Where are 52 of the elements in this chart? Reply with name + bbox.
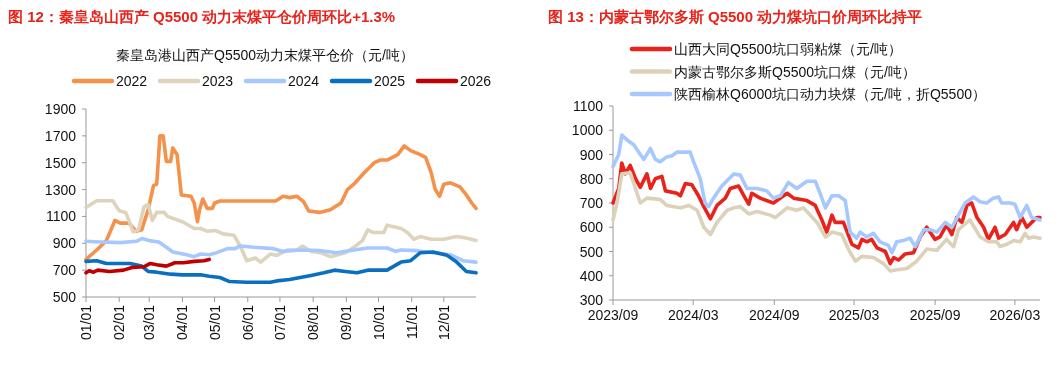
- y-tick-label: 1300: [44, 181, 77, 198]
- y-tick-label: 1900: [44, 101, 77, 117]
- line-series: [84, 134, 478, 262]
- y-tick-label: 1000: [571, 122, 604, 139]
- x-tick-label: 08/01: [305, 304, 322, 341]
- x-tick-label: 05/01: [206, 304, 223, 341]
- y-tick-label: 1100: [45, 208, 77, 225]
- y-tick-label: 400: [579, 267, 604, 284]
- y-tick-label: 1700: [44, 127, 77, 144]
- y-tick-label: 500: [52, 289, 77, 305]
- x-tick-label: 2024/09: [748, 307, 800, 323]
- y-tick-label: 1500: [44, 154, 77, 171]
- x-tick-label: 12/01: [435, 304, 452, 341]
- legend-label: 2023: [202, 73, 234, 89]
- chart-title: 图 13：内蒙古鄂尔多斯 Q5500 动力煤坑口价周环比持平: [548, 8, 923, 25]
- y-tick-label: 800: [579, 170, 604, 187]
- y-tick-label: 900: [579, 146, 604, 163]
- y-tick-label: 700: [52, 262, 77, 279]
- legend-label: 2022: [116, 73, 148, 89]
- x-tick-label: 2024/03: [667, 307, 719, 323]
- x-tick-label: 01/01: [78, 304, 94, 341]
- legend-label: 2025: [374, 73, 406, 89]
- y-tick-label: 300: [579, 292, 604, 308]
- legend-label: 山西大同Q5500坑口弱粘煤（元/吨）: [674, 41, 902, 57]
- x-tick-label: 2025/09: [909, 307, 961, 323]
- x-tick-label: 2023/09: [587, 307, 639, 323]
- legend-label: 陕西榆林Q6000坑口动力块煤（元/吨，折Q5500）: [674, 86, 986, 102]
- line-series: [84, 250, 478, 285]
- line-series: [84, 198, 478, 264]
- line-series: [84, 257, 212, 275]
- x-tick-label: 2026/03: [989, 307, 1041, 323]
- line-series: [84, 236, 478, 264]
- x-tick-label: 2025/03: [828, 307, 880, 323]
- y-tick-label: 500: [579, 243, 604, 260]
- line-series: [611, 133, 1042, 255]
- y-tick-label: 900: [52, 235, 77, 252]
- x-tick-label: 10/01: [370, 304, 387, 341]
- x-tick-label: 03/01: [141, 304, 158, 341]
- legend-label: 2024: [288, 73, 320, 89]
- x-tick-label: 02/01: [111, 304, 128, 341]
- x-tick-label: 09/01: [338, 304, 355, 341]
- x-tick-label: 06/01: [239, 304, 256, 341]
- y-tick-label: 1100: [572, 98, 604, 114]
- y-tick-label: 600: [579, 219, 604, 236]
- x-tick-label: 11/01: [403, 304, 420, 339]
- y-tick-label: 700: [579, 195, 604, 211]
- x-tick-label: 04/01: [174, 304, 191, 341]
- legend-label: 内蒙古鄂尔多斯Q5500坑口煤（元/吨）: [674, 63, 916, 80]
- x-tick-label: 07/01: [271, 304, 288, 341]
- chart-title: 图 12：秦皇岛山西产 Q5500 动力末煤平仓价周环比+1.3%: [8, 8, 396, 25]
- chart-subtitle: 秦皇岛港山西产Q5500动力末煤平仓价（元/吨）: [116, 47, 414, 63]
- legend-label: 2026: [460, 73, 492, 89]
